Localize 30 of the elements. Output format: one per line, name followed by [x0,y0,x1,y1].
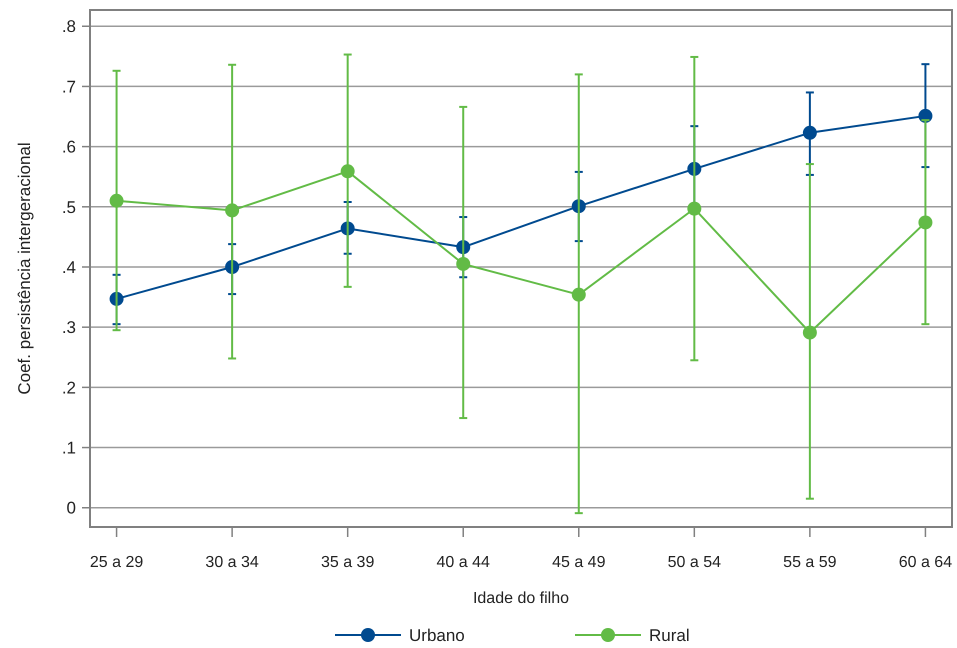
legend-label: Rural [649,626,690,645]
x-tick-label: 60 a 64 [898,554,952,571]
x-tick-label: 25 a 29 [90,554,144,571]
y-tick-label: .4 [62,258,76,277]
x-tick-label: 30 a 34 [205,554,259,571]
legend-label: Urbano [409,626,465,645]
point [802,326,817,340]
point [225,203,240,218]
x-tick-label: 45 a 49 [552,554,606,571]
x-tick-label: 35 a 39 [320,554,374,571]
y-tick-label: 0 [66,498,76,518]
point [456,256,470,271]
y-tick-label: .1 [62,438,76,458]
x-tick-label: 50 a 54 [668,554,722,571]
y-axis-title: Coef. persistência intergeracional [15,142,34,395]
y-tick-label: .2 [62,378,76,398]
y-tick-label: .8 [62,17,76,36]
y-tick-label: .7 [62,77,76,96]
point [687,202,702,216]
x-tick-label: 40 a 44 [436,554,490,571]
y-tick-label: .5 [62,198,76,217]
point [110,194,124,208]
y-tick-label: .3 [62,318,76,338]
point [572,288,586,302]
x-axis-title: Idade do filho [472,590,570,607]
point [802,126,817,140]
x-tick-label: 55 a 59 [783,554,837,571]
point [918,215,932,230]
point [340,164,355,178]
y-tick-label: .6 [62,138,76,157]
